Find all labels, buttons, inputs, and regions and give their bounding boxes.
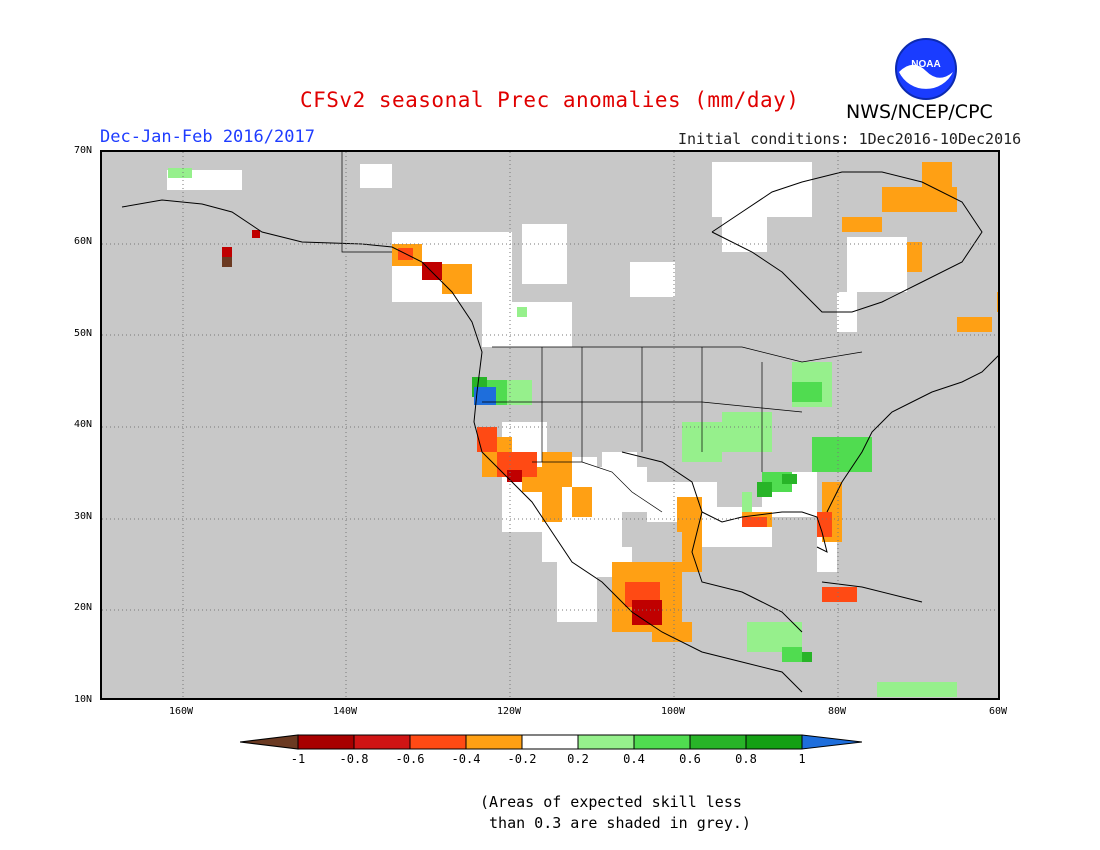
- lat-label-20n: 20N: [73, 602, 92, 613]
- colorbar-tick-label: -1: [290, 752, 306, 766]
- colorbar-tick-label: -0.6: [395, 752, 425, 766]
- agency-label: NWS/NCEP/CPC: [846, 101, 993, 123]
- colorbar-tick-label: 0.8: [735, 752, 757, 766]
- lon-label-120w: 120W: [496, 706, 522, 717]
- noaa-logo: NOAA: [895, 38, 957, 100]
- lat-label-70n: 70N: [73, 145, 92, 156]
- colorbar-tick-label: 1: [798, 752, 806, 766]
- skill-footnote: (Areas of expected skill less than 0.3 a…: [480, 793, 751, 832]
- initial-conditions-label: Initial conditions: 1Dec2016-10Dec2016: [678, 130, 1022, 148]
- lat-label-60n: 60N: [73, 236, 92, 247]
- colorbar-tick-label: 0.2: [567, 752, 589, 766]
- season-label: Dec-Jan-Feb 2016/2017: [100, 127, 315, 147]
- colorbar-box: [521, 734, 579, 750]
- colorbar-box: [465, 734, 523, 750]
- brown-anomaly-areas: [222, 257, 232, 267]
- colorbar-upper-triangle: [801, 734, 862, 750]
- coastlines: [121, 171, 998, 693]
- colorbar-tick-label: -0.8: [339, 752, 369, 766]
- colorbar-box: [689, 734, 747, 750]
- colorbar-box: [297, 734, 355, 750]
- precip-anomaly-map: [100, 150, 1000, 700]
- colorbar-box: [353, 734, 411, 750]
- lat-label-30n: 30N: [73, 511, 92, 522]
- political-borders: [341, 152, 863, 513]
- colorbar-box: [577, 734, 635, 750]
- map-title: CFSv2 seasonal Prec anomalies (mm/day): [300, 88, 800, 112]
- colorbar-tick-label: -0.2: [507, 752, 537, 766]
- lon-label-80w: 80W: [827, 706, 847, 717]
- colorbar: [240, 734, 862, 750]
- colorbar-tick-label: 0.4: [623, 752, 645, 766]
- colorbar-lower-triangle: [240, 734, 299, 750]
- lat-label-10n: 10N: [73, 694, 92, 705]
- lon-label-100w: 100W: [660, 706, 686, 717]
- colorbar-box: [745, 734, 803, 750]
- lon-label-160w: 160W: [168, 706, 194, 717]
- lat-label-50n: 50N: [73, 328, 92, 339]
- map-canvas: [102, 152, 998, 698]
- colorbar-tick-label: 0.6: [679, 752, 701, 766]
- lon-label-60w: 60W: [988, 706, 1008, 717]
- logo-text: NOAA: [911, 59, 940, 70]
- colorbar-tick-label: -0.4: [451, 752, 481, 766]
- lon-label-140w: 140W: [332, 706, 358, 717]
- colorbar-box: [633, 734, 691, 750]
- colorbar-box: [409, 734, 467, 750]
- blue-anomaly-areas: [474, 387, 496, 405]
- light-green-anomaly-areas: [168, 168, 957, 697]
- lat-label-40n: 40N: [73, 419, 92, 430]
